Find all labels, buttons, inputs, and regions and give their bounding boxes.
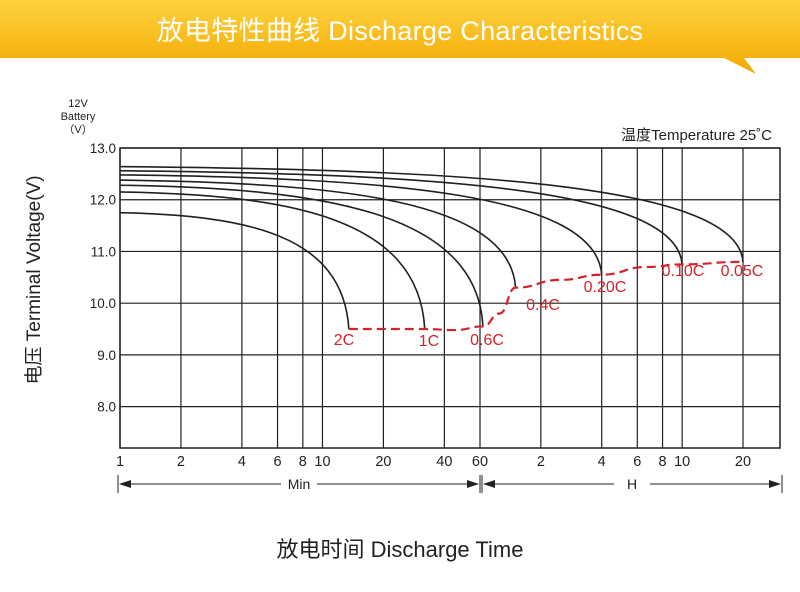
section-hour-arrowhead-right (769, 480, 781, 488)
curve-label: 2C (334, 332, 354, 349)
title-banner (0, 0, 800, 74)
x-tick-label: 4 (598, 454, 606, 470)
battery-label-line3: （V） (63, 123, 92, 136)
y-tick-label: 10.0 (90, 296, 116, 311)
section-min-label: Min (288, 476, 311, 492)
battery-label-line2: Battery (61, 111, 96, 123)
x-tick-label: 6 (633, 454, 641, 470)
x-tick-label: 2 (537, 454, 545, 470)
banner-shape (0, 0, 800, 74)
chart-title: 放电特性曲线 Discharge Characteristics (156, 16, 644, 46)
y-tick-label: 9.0 (97, 348, 116, 363)
discharge-curve (119, 191, 426, 330)
section-min-arrowhead-right (467, 480, 479, 488)
x-tick-label: 20 (735, 454, 751, 470)
x-tick-label: 40 (436, 454, 452, 470)
curve-label: 0.6C (470, 332, 504, 349)
x-tick-label: 8 (299, 454, 307, 470)
discharge-curve (119, 211, 350, 330)
curve-label: 0.05C (721, 263, 764, 280)
curve-label: 0.4C (526, 297, 560, 314)
x-tick-label: 8 (659, 454, 667, 470)
section-hour-arrowhead-left (483, 480, 495, 488)
temperature-note: 温度Temperature 25˚C (621, 127, 772, 144)
discharge-curve (119, 169, 683, 265)
discharge-curve (119, 179, 517, 288)
x-tick-label: 10 (314, 454, 330, 470)
discharge-curve (119, 174, 603, 275)
x-tick-label: 2 (177, 454, 185, 470)
y-tick-label: 11.0 (91, 244, 116, 259)
section-hour-label: H (627, 476, 637, 492)
x-tick-label: 1 (116, 454, 124, 470)
y-tick-label: 8.0 (97, 400, 116, 415)
x-tick-label: 20 (375, 454, 391, 470)
y-tick-label: 12.0 (90, 193, 116, 208)
discharge-curve (119, 184, 484, 327)
plot-frame (119, 147, 781, 449)
x-axis-title: 放电时间 Discharge Time (277, 537, 524, 562)
curve-label: 0.20C (584, 279, 627, 296)
cutoff-voltage-line (348, 260, 744, 332)
discharge-curve (119, 165, 744, 262)
x-tick-label: 6 (274, 454, 282, 470)
curve-label: 0.10C (662, 263, 705, 280)
x-tick-label: 60 (472, 454, 488, 470)
y-tick-label: 13.0 (90, 141, 116, 156)
battery-label-line1: 12V (68, 98, 88, 110)
y-axis-title: 电压 Terminal Voltage(V) (23, 175, 45, 384)
x-tick-label: 10 (674, 454, 690, 470)
curve-label: 1C (419, 333, 439, 350)
x-tick-label: 4 (238, 454, 246, 470)
section-min-arrowhead-left (119, 480, 131, 488)
